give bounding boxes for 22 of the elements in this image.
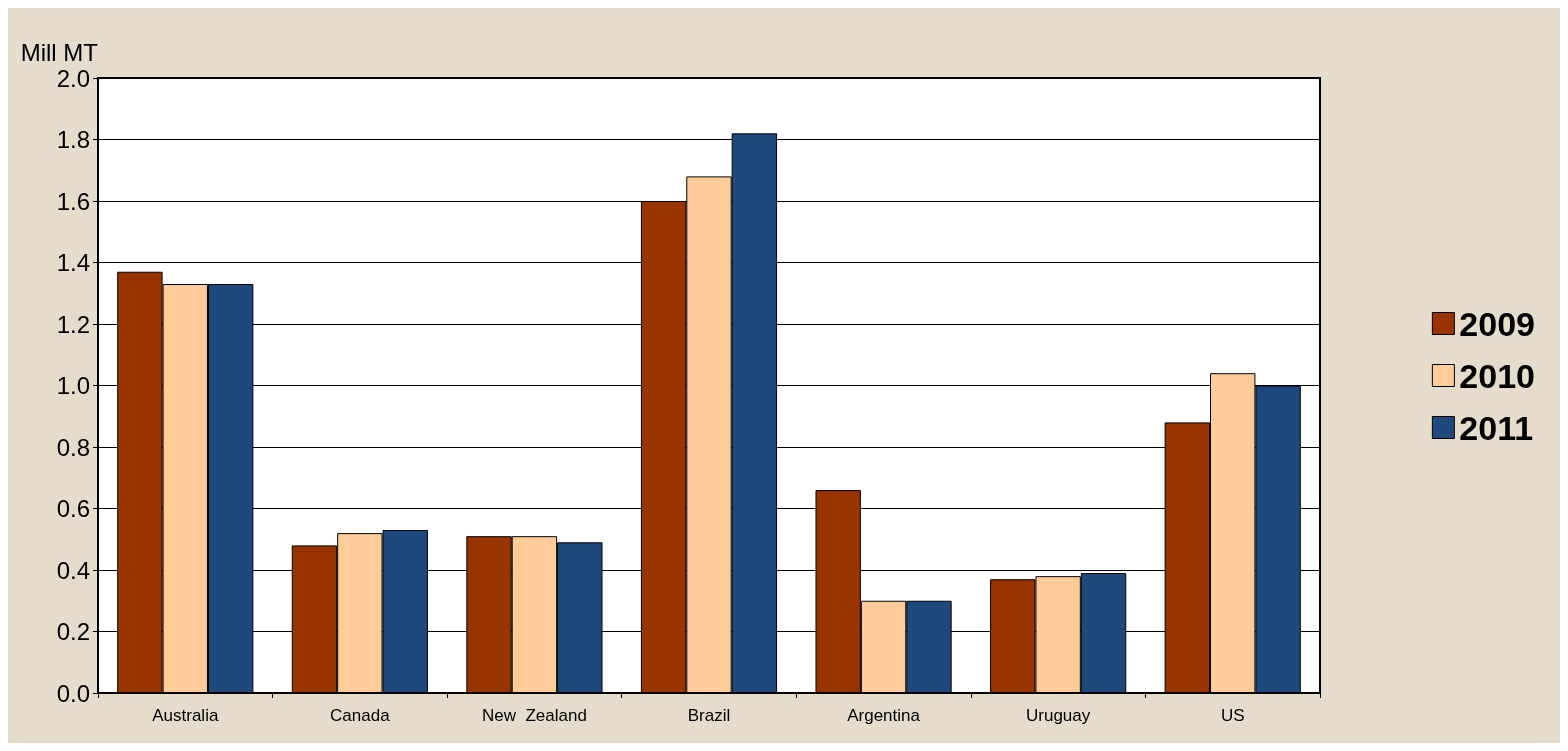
x-tick-label: Brazil [687,706,731,725]
x-tick-label: US [1220,706,1245,725]
y-tick-label: 0.6 [56,495,90,522]
x-tick-label: New Zealand [481,706,587,725]
legend-label: 2009 [1459,304,1535,343]
y-tick-label: 1.6 [56,187,90,215]
x-tick-label: Argentina [847,706,921,725]
x-tick-label: Uruguay [1026,706,1091,725]
y-tick-label: 0.4 [56,556,90,584]
y-axis-title: Mill MT [20,38,99,66]
y-tick-label: 0.0 [56,679,90,707]
y-tick-label: 1.8 [56,126,90,153]
y-tick-label: 0.2 [56,618,90,645]
y-tick-label: 2.0 [56,64,90,92]
x-tick-label: Canada [330,706,391,725]
y-tick-label: 0.8 [56,433,90,461]
x-tick-label: Australia [152,706,219,725]
y-tick-label: 1.0 [56,372,90,399]
y-tick-label: 1.2 [56,310,90,338]
legend-label: 2010 [1459,356,1535,395]
y-tick-label: 1.4 [56,249,90,276]
legend-label: 2011 [1459,408,1534,447]
